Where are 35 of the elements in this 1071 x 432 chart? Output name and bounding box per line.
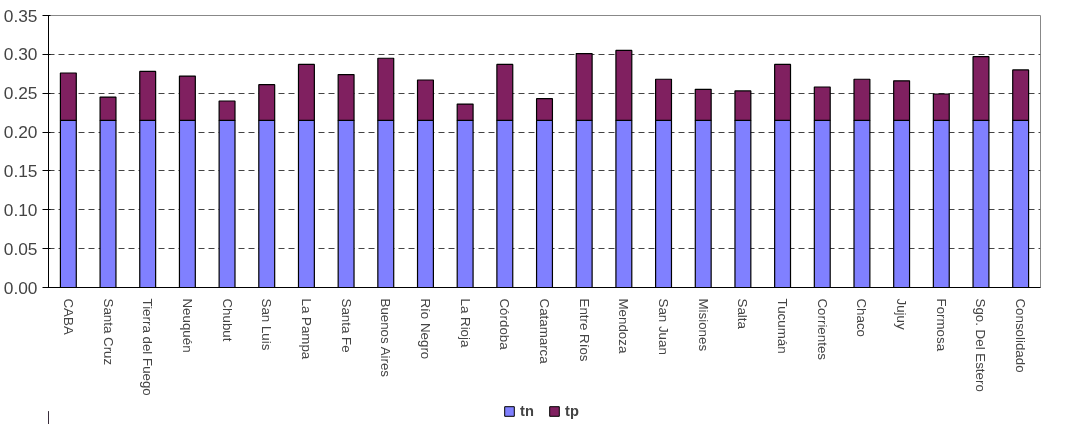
x-tick-label: Río Negro xyxy=(417,298,433,360)
x-tick-label: Entre Ríos xyxy=(576,298,592,362)
x-tick-label: Santa Cruz xyxy=(100,298,116,366)
y-tick-label: 0.05 xyxy=(3,238,38,259)
x-tick-label: Mendoza xyxy=(616,298,632,354)
x-tick-label: San Juan xyxy=(656,298,672,355)
x-tick-label: Formosa xyxy=(933,298,949,352)
x-tick-label: Salta xyxy=(735,298,751,330)
legend-label: tp xyxy=(565,403,580,419)
x-tick-label: Chaco xyxy=(854,298,870,338)
x-tick-label: Chubut xyxy=(219,298,235,342)
y-tick-label: 0.15 xyxy=(3,160,38,181)
y-tick-label: 0.30 xyxy=(3,44,38,65)
x-tick-label: CABA xyxy=(60,298,76,335)
y-tick-label: 0.20 xyxy=(3,122,38,143)
x-tick-label: Sgo. Del Estero xyxy=(973,298,989,392)
x-tick-label: Jujuy xyxy=(894,298,910,330)
x-tick-label: Tierra del Fuego xyxy=(140,298,156,396)
x-tick-label: Catamarca xyxy=(537,298,552,365)
x-tick-label: Misiones xyxy=(695,298,711,352)
y-tick-label: 0.10 xyxy=(3,199,38,220)
x-tick-label: La Rioja xyxy=(457,298,473,348)
x-tick-label: Neuquén xyxy=(179,298,195,353)
x-tick-label: Consolidado xyxy=(1013,298,1029,373)
y-tick-label: 0.35 xyxy=(3,5,38,26)
x-tick-label: Buenos Aires xyxy=(378,298,394,378)
y-tick-label: 0.00 xyxy=(3,277,38,298)
x-tick-label: La Pampa xyxy=(298,298,314,360)
x-tick-label: Tucumán xyxy=(775,298,791,354)
y-tick-label: 0.25 xyxy=(3,83,38,104)
x-tick-label: Córdoba xyxy=(497,298,513,351)
x-tick-label: Santa Fe xyxy=(338,298,354,353)
x-tick-label: Corrientes xyxy=(814,298,830,361)
x-tick-label: San Luis xyxy=(259,298,275,351)
legend-label: tn xyxy=(520,403,535,419)
